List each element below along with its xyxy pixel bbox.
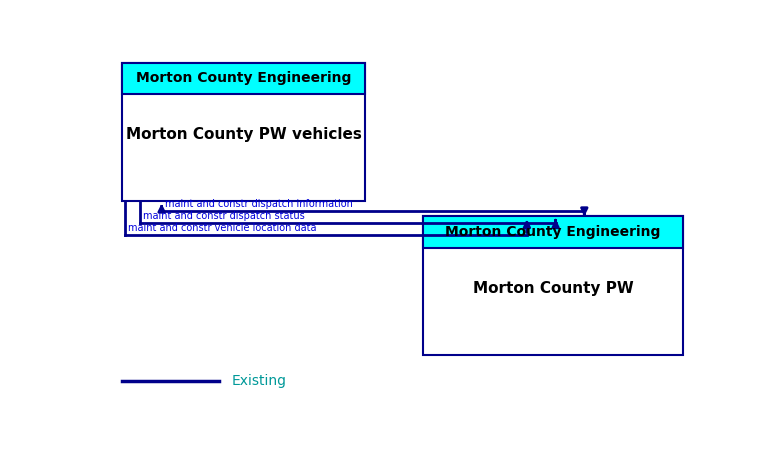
Text: Morton County PW: Morton County PW bbox=[473, 281, 633, 296]
Text: Existing: Existing bbox=[232, 374, 287, 387]
Bar bbox=[122, 62, 365, 94]
Bar bbox=[423, 216, 684, 248]
Text: Morton County Engineering: Morton County Engineering bbox=[135, 71, 352, 85]
Text: Morton County Engineering: Morton County Engineering bbox=[446, 225, 661, 239]
Bar bbox=[122, 62, 365, 94]
Bar bbox=[122, 62, 365, 201]
Bar bbox=[423, 216, 684, 355]
Bar bbox=[423, 216, 684, 248]
Text: maint and constr vehicle location data: maint and constr vehicle location data bbox=[128, 223, 316, 233]
Text: maint and constr dispatch information: maint and constr dispatch information bbox=[164, 199, 352, 209]
Text: maint and constr dispatch status: maint and constr dispatch status bbox=[143, 211, 305, 221]
Text: Morton County PW vehicles: Morton County PW vehicles bbox=[125, 128, 362, 142]
